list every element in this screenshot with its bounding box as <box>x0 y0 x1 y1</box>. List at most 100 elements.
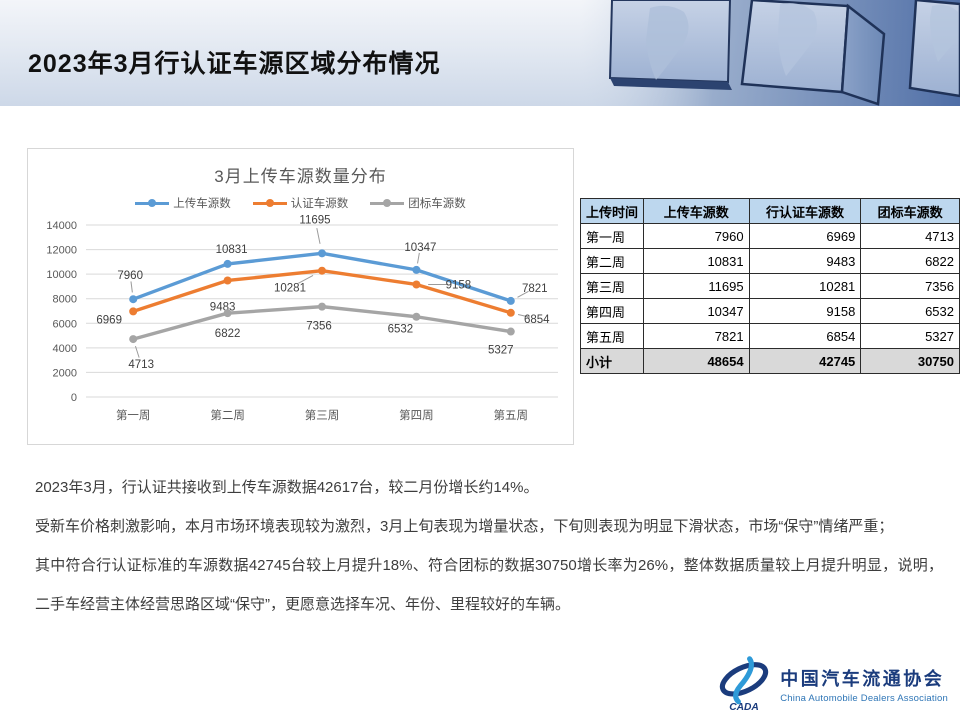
data-point <box>129 307 138 316</box>
chart-title: 3月上传车源数量分布 <box>214 167 387 186</box>
data-label: 7960 <box>117 270 143 282</box>
y-tick-label: 14000 <box>46 220 77 232</box>
y-tick-label: 0 <box>71 392 77 404</box>
table-cell: 10831 <box>643 248 750 274</box>
table-cell: 11695 <box>643 273 750 299</box>
table-header-cell: 上传车源数 <box>643 198 750 224</box>
table-cell: 5327 <box>860 323 960 349</box>
table-cell: 42745 <box>748 348 862 374</box>
data-label: 5327 <box>488 345 514 357</box>
table-cell: 第五周 <box>579 323 645 349</box>
table-cell: 第二周 <box>579 248 645 274</box>
header-cubes-graphic <box>580 0 960 106</box>
data-point <box>506 296 515 305</box>
data-point <box>506 327 515 336</box>
data-label: 9158 <box>446 279 472 291</box>
data-point <box>412 312 421 321</box>
summary-paragraph: 其中符合行认证标准的车源数据42745台较上月提升18%、符合团标的数据3075… <box>35 557 943 613</box>
data-label: 10347 <box>404 242 436 254</box>
x-tick-label: 第四周 <box>399 408 434 422</box>
page-title: 2023年3月行认证车源区域分布情况 <box>28 50 441 78</box>
y-tick-label: 4000 <box>53 343 77 355</box>
x-tick-label: 第五周 <box>494 408 529 422</box>
legend-label: 认证车源数 <box>290 198 349 210</box>
data-point <box>412 265 421 274</box>
data-label: 7821 <box>522 283 548 295</box>
table-header-cell: 团标车源数 <box>860 198 960 224</box>
y-tick-label: 12000 <box>46 245 77 257</box>
summary-paragraph: 受新车价格刺激影响，本月市场环境表现较为激烈，3月上旬表现为增量状态，下旬则表现… <box>35 518 894 535</box>
table-header-cell: 行认证车源数 <box>748 198 862 224</box>
y-tick-label: 2000 <box>53 367 77 379</box>
line-chart: 0 2000 4000 6000 8000 10000 12000 14000 第一周 第二周 第三… <box>46 214 558 422</box>
data-point <box>318 302 326 311</box>
data-point <box>223 259 232 268</box>
data-point <box>223 309 232 318</box>
table-cell: 4713 <box>860 223 960 249</box>
data-label: 6532 <box>388 324 414 336</box>
data-label: 4713 <box>128 359 154 371</box>
legend-item: 上传车源数 <box>135 195 231 211</box>
table-cell: 第三周 <box>579 273 645 299</box>
summary-paragraph: 2023年3月，行认证共接收到上传车源数据42617台，较二月份增长约14%。 <box>35 479 539 496</box>
table-footer-row: 小计 48654 42745 30750 <box>579 348 960 374</box>
table-cell: 小计 <box>579 348 645 374</box>
legend-marker-icon <box>135 199 170 207</box>
label-leader-line <box>517 290 529 298</box>
data-label: 10281 <box>274 283 306 295</box>
y-tick-label: 10000 <box>46 269 77 281</box>
x-tick-label: 第一周 <box>116 408 151 422</box>
table-row: 第三周 11695 10281 7356 <box>579 273 960 299</box>
table-row: 第一周 7960 6969 4713 <box>579 223 960 249</box>
table-row: 第五周 7821 6854 5327 <box>579 323 960 349</box>
x-tick-label: 第二周 <box>210 408 245 422</box>
data-point <box>129 335 138 344</box>
y-tick-label: 8000 <box>53 294 77 306</box>
table-cell: 7356 <box>860 273 960 299</box>
x-tick-label: 第三周 <box>305 408 340 422</box>
data-label: 10831 <box>216 244 248 256</box>
legend-marker-icon <box>370 199 405 207</box>
data-label: 11695 <box>299 214 330 226</box>
label-leader-line <box>517 313 531 318</box>
table-cell: 6532 <box>860 298 960 324</box>
data-label: 6822 <box>215 328 241 340</box>
summary-text: 2023年3月，行认证共接收到上传车源数据42617台，较二月份增长约14%。受… <box>35 468 943 624</box>
legend-item: 团标车源数 <box>370 195 466 211</box>
data-point <box>506 308 515 317</box>
chart-legend: 上传车源数 认证车源数 团标车源数 <box>28 195 573 211</box>
table-row: 第二周 10831 9483 6822 <box>579 248 960 274</box>
data-point <box>318 266 326 275</box>
table-cell: 30750 <box>860 348 960 374</box>
legend-marker-icon <box>252 199 287 207</box>
table-cell: 6969 <box>748 223 862 249</box>
cada-logo-icon: CADA <box>720 656 769 712</box>
logo-text-en: China Automobile Dealers Association <box>780 692 948 704</box>
data-point <box>318 249 326 258</box>
table-header-row: 上传时间 上传车源数 行认证车源数 团标车源数 <box>579 198 960 224</box>
legend-label: 团标车源数 <box>408 198 466 210</box>
cada-mark-text: CADA <box>729 702 759 712</box>
table-cell: 10281 <box>748 273 862 299</box>
label-leader-line <box>298 275 314 284</box>
label-leader-line <box>316 228 321 244</box>
legend-label: 上传车源数 <box>173 198 231 210</box>
data-point <box>223 276 232 285</box>
weekly-data-table: 上传时间 上传车源数 行认证车源数 团标车源数 第一周 7960 6969 4713 第二周 1… <box>579 198 960 374</box>
table-cell: 6822 <box>860 248 960 274</box>
chart-panel: 3月上传车源数量分布 上传车源数 认证车源数 团标车源数 0 2000 4000 6000… <box>27 148 574 445</box>
logo-text-cn: 中国汽车流通协会 <box>780 668 945 689</box>
label-leader-line <box>417 252 420 264</box>
cada-logo: CADA 中国汽车流通协会 China Automobile Dealers A… <box>716 656 948 712</box>
label-leader-line <box>134 345 140 358</box>
table-cell: 48654 <box>643 348 750 374</box>
table-cell: 第四周 <box>579 298 645 324</box>
table-cell: 9483 <box>748 248 862 274</box>
table-cell: 7821 <box>643 323 750 349</box>
data-label: 7356 <box>306 321 332 333</box>
table-cell: 第一周 <box>579 223 645 249</box>
table-header-cell: 上传时间 <box>579 198 645 224</box>
data-point <box>412 280 421 289</box>
data-label: 6969 <box>96 314 122 326</box>
